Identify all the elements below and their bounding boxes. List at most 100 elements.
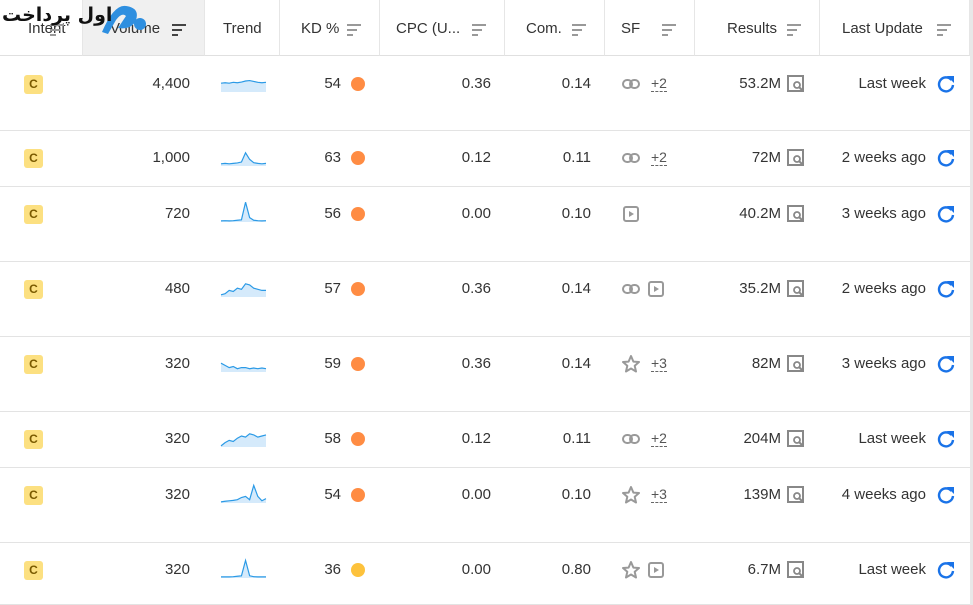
serp-icon[interactable] xyxy=(786,148,806,168)
sf-more[interactable]: +2 xyxy=(651,430,667,447)
table-row[interactable]: C 320 54 0.00 0.10 +3 139M 4 weeks ago xyxy=(0,468,970,543)
refresh-button[interactable] xyxy=(936,485,956,505)
sort-icon[interactable] xyxy=(171,23,187,37)
sf-more[interactable]: +2 xyxy=(651,75,667,92)
column-header[interactable] xyxy=(380,0,505,56)
refresh-button[interactable] xyxy=(936,74,956,94)
refresh-head xyxy=(947,76,954,83)
results: 72M xyxy=(751,149,781,166)
sf-icon-link xyxy=(622,79,640,89)
column-header[interactable] xyxy=(0,0,83,56)
sort-icon[interactable] xyxy=(346,23,362,37)
sort-icon[interactable] xyxy=(786,23,802,37)
serp-icon[interactable] xyxy=(786,74,806,94)
sort-icon-bar xyxy=(787,34,793,36)
column-header[interactable] xyxy=(205,0,280,56)
scrollbar-edge xyxy=(970,0,973,605)
refresh-button[interactable] xyxy=(936,429,956,449)
column-header[interactable] xyxy=(280,0,380,56)
serp-page xyxy=(787,149,804,166)
cpc: 0.00 xyxy=(461,561,491,578)
last-update: Last week xyxy=(858,75,926,92)
sort-icon[interactable] xyxy=(936,23,952,37)
volume: 1,000 xyxy=(152,149,190,166)
serp-icon[interactable] xyxy=(786,429,806,449)
sort-icon-bar xyxy=(662,24,676,26)
sort-icon-bar xyxy=(172,34,178,36)
column-header-label: Com. xyxy=(526,20,562,37)
table-row[interactable]: C 1,000 63 0.12 0.11 +2 72M 2 weeks ago xyxy=(0,131,970,187)
trend-area xyxy=(221,283,266,297)
kd-value: 36 xyxy=(324,561,341,578)
serp-icon[interactable] xyxy=(786,204,806,224)
table-row[interactable]: C 480 57 0.36 0.14 35.2M 2 weeks ago xyxy=(0,262,970,337)
table-row[interactable]: C 4,400 54 0.36 0.14 +2 53.2M Last week xyxy=(0,57,970,131)
refresh-head xyxy=(947,281,954,288)
sf-icon-link xyxy=(622,153,640,163)
video-play xyxy=(629,211,634,217)
competition: 0.11 xyxy=(562,149,591,166)
refresh-button[interactable] xyxy=(936,279,956,299)
cpc: 0.36 xyxy=(461,280,491,297)
kd-value: 56 xyxy=(324,205,341,222)
trend-line xyxy=(220,483,267,503)
column-header[interactable] xyxy=(505,0,605,56)
sf-icon-video xyxy=(623,206,639,222)
sf-more[interactable]: +3 xyxy=(651,355,667,372)
refresh-button[interactable] xyxy=(936,354,956,374)
competition: 0.14 xyxy=(561,355,591,372)
serp-page xyxy=(787,355,804,372)
competition: 0.14 xyxy=(561,75,591,92)
sort-icon[interactable] xyxy=(49,23,65,37)
trend-sparkline xyxy=(221,558,266,578)
serp-handle xyxy=(798,572,804,578)
table-row[interactable]: C 320 59 0.36 0.14 +3 82M 3 weeks ago xyxy=(0,337,970,412)
trend-sparkline xyxy=(220,79,267,92)
kd-value: 54 xyxy=(324,75,341,92)
serp-icon[interactable] xyxy=(786,279,806,299)
column-header[interactable] xyxy=(695,0,820,56)
logo: اول پرداخت xyxy=(0,0,150,40)
sf-more[interactable]: +3 xyxy=(651,486,667,503)
serp-page xyxy=(787,486,804,503)
sort-icon-bar xyxy=(172,24,186,26)
kd-dot xyxy=(351,488,365,502)
link-part xyxy=(622,284,633,294)
column-header[interactable] xyxy=(605,0,695,56)
serp-handle xyxy=(798,160,804,166)
sort-icon[interactable] xyxy=(471,23,487,37)
serp-handle xyxy=(798,291,804,297)
table-row[interactable]: C 720 56 0.00 0.10 40.2M 3 weeks ago xyxy=(0,187,970,262)
sort-icon-bar xyxy=(572,34,578,36)
refresh-button[interactable] xyxy=(936,560,956,580)
refresh-arrow xyxy=(937,356,955,373)
sf-icon-video xyxy=(648,281,664,297)
link-part xyxy=(622,79,633,89)
trend-line xyxy=(220,151,267,165)
results: 6.7M xyxy=(747,561,781,578)
results: 139M xyxy=(743,486,781,503)
volume: 720 xyxy=(164,205,190,222)
table-row[interactable]: C 320 36 0.00 0.80 6.7M Last week xyxy=(0,543,970,605)
intent-badge: C xyxy=(24,205,43,224)
serp-icon[interactable] xyxy=(786,354,806,374)
sort-icon[interactable] xyxy=(571,23,587,37)
sort-icon-bar xyxy=(662,29,672,31)
serp-icon[interactable] xyxy=(786,560,806,580)
serp-icon[interactable] xyxy=(786,485,806,505)
sort-icon[interactable] xyxy=(661,23,677,37)
sort-icon-bar xyxy=(347,24,361,26)
sf-more[interactable]: +2 xyxy=(651,149,667,166)
refresh-button[interactable] xyxy=(936,148,956,168)
serp-page xyxy=(787,430,804,447)
intent-badge: C xyxy=(24,149,43,168)
trend-line xyxy=(220,283,266,296)
refresh-arrow xyxy=(937,487,955,504)
intent-badge: C xyxy=(24,430,43,449)
sort-icon-bar xyxy=(50,24,64,26)
column-header[interactable] xyxy=(820,0,970,56)
sf-icon-video xyxy=(648,562,664,578)
refresh-button[interactable] xyxy=(936,204,956,224)
table-row[interactable]: C 320 58 0.12 0.11 +2 204M Last week xyxy=(0,412,970,468)
